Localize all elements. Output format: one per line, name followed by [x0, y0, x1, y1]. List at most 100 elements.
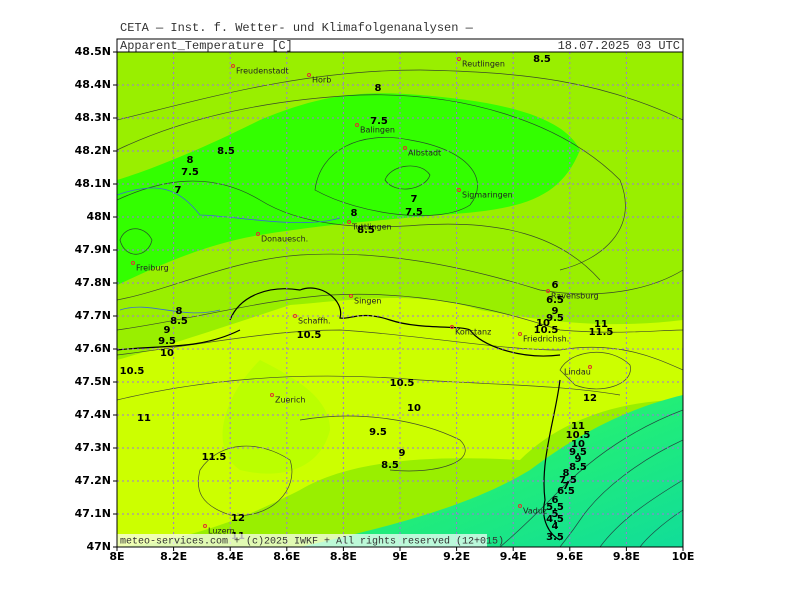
contour-label: 9.5	[158, 336, 176, 347]
city-label: Albstadt	[408, 149, 441, 158]
contour-label: 6	[552, 280, 559, 291]
contour-label: 12	[231, 513, 245, 524]
city-label: Vaduz	[523, 507, 547, 516]
city-dot	[518, 332, 522, 336]
city-dot	[256, 232, 260, 236]
contour-label: 7.5	[559, 475, 577, 486]
contour-label: 7	[411, 194, 418, 205]
city-label: Luzern	[208, 527, 235, 536]
lat-tick-label: 47.7N	[75, 309, 111, 322]
contour-label: 10	[571, 439, 585, 450]
contour-label: 10.5	[297, 330, 322, 341]
city-label: Donauesch.	[261, 235, 308, 244]
city-label: Konstanz	[455, 328, 491, 337]
lat-tick-label: 47.6N	[75, 342, 111, 355]
contour-label: 7	[175, 185, 182, 196]
field-teal	[300, 395, 683, 547]
field-warm-pool	[117, 93, 580, 285]
lat-tick-label: 47.9N	[75, 243, 111, 256]
contour-label: 6	[552, 495, 559, 506]
lat-tick-label: 48.4N	[75, 78, 111, 91]
rivers	[117, 187, 341, 314]
city-dot	[450, 325, 454, 329]
city-label: Freudenstadt	[236, 67, 289, 76]
contour-label: 10.5	[120, 366, 145, 377]
city-dot	[270, 393, 274, 397]
contour-label: 9	[575, 454, 582, 465]
lon-tick-label: 8.6E	[273, 550, 300, 563]
lon-tick-label: 8.2E	[160, 550, 187, 563]
lat-tick-label: 47.4N	[75, 408, 111, 421]
contour-label: 12	[583, 393, 597, 404]
city-dot	[203, 524, 207, 528]
field-yellow-2	[222, 360, 330, 474]
lat-tick-label: 47.8N	[75, 276, 111, 289]
city-dot	[518, 504, 522, 508]
city-label: Sigmaringen	[462, 191, 513, 200]
contour-label: 8.5	[381, 460, 399, 471]
lat-tick-label: 48.3N	[75, 111, 111, 124]
contour-label: 10.5	[566, 430, 591, 441]
lon-tick-label: 9.6E	[556, 550, 583, 563]
city-label: Lindau	[564, 368, 591, 377]
contour-label: 8.5	[533, 54, 551, 65]
city-dot	[546, 289, 550, 293]
contour-label: 10	[160, 348, 174, 359]
lon-tick-label: 9.2E	[443, 550, 470, 563]
city-label: Zuerich	[275, 396, 305, 405]
city-dot	[307, 73, 311, 77]
footer-bg	[117, 534, 487, 547]
lon-tick-label: 9.8E	[613, 550, 640, 563]
contour-label: 8.5	[170, 316, 188, 327]
footer-text: meteo-services.com + (c)2025 IWKF + All …	[120, 536, 504, 548]
contour-label: 4.5	[546, 514, 564, 525]
contour-label: 8	[375, 83, 382, 94]
city-label: Tuttlingen	[351, 223, 392, 232]
contour-label: 9.5	[569, 447, 587, 458]
contour-label: 8	[563, 468, 570, 479]
city-dot	[457, 57, 461, 61]
contour-label: 10.5	[534, 325, 559, 336]
lat-tick-label: 48.5N	[75, 45, 111, 58]
lon-tick-label: 8E	[109, 550, 124, 563]
contour-label: 5	[552, 509, 559, 520]
city-dot	[403, 146, 407, 150]
lat-tick-label: 47.5N	[75, 375, 111, 388]
contour-label: 11.5	[589, 327, 614, 338]
city-label: Balingen	[360, 126, 395, 135]
contour-label: 7	[563, 481, 570, 492]
lat-tick-label: 47.1N	[75, 507, 111, 520]
contour-label: 8	[187, 155, 194, 166]
contour-label: 4	[552, 521, 559, 532]
lon-tick-label: 8.8E	[330, 550, 357, 563]
city-label: Freiburg	[136, 264, 169, 273]
variable-label: Apparent_Temperature [C]	[120, 39, 293, 53]
contour-label: 11	[594, 319, 608, 330]
contour-label: 8.5	[357, 225, 375, 236]
lat-tick-label: 47.3N	[75, 441, 111, 454]
city-dot	[349, 294, 353, 298]
lat-tick-label: 48.2N	[75, 144, 111, 157]
contour-label: 10.5	[390, 378, 415, 389]
contour-label: 11	[571, 421, 585, 432]
lat-tick-label: 48.1N	[75, 177, 111, 190]
lon-tick-label: 9E	[392, 550, 407, 563]
lat-tick-label: 47.2N	[75, 474, 111, 487]
header-title: CETA — Inst. f. Wetter- und Klimafolgena…	[120, 21, 474, 35]
contour-label: 11.5	[202, 452, 227, 463]
contour-label: 3.5	[546, 532, 564, 543]
lon-tick-label: 10E	[672, 550, 695, 563]
contour-label: 8	[351, 208, 358, 219]
contour-label: 9	[164, 325, 171, 336]
lon-tick-label: 8.4E	[217, 550, 244, 563]
contour-label: 8.5	[217, 146, 235, 157]
contour-label: 10	[407, 403, 421, 414]
city-label: Reutlingen	[462, 60, 505, 69]
contour-label: 7.5	[405, 207, 423, 218]
contour-label: 9.5	[546, 313, 564, 324]
city-dot	[588, 365, 592, 369]
contour-label: 7.5	[370, 116, 388, 127]
contour-label: 7.5	[181, 167, 199, 178]
city-label: Horb	[312, 76, 331, 85]
city-label: Schaffh.	[298, 317, 331, 326]
